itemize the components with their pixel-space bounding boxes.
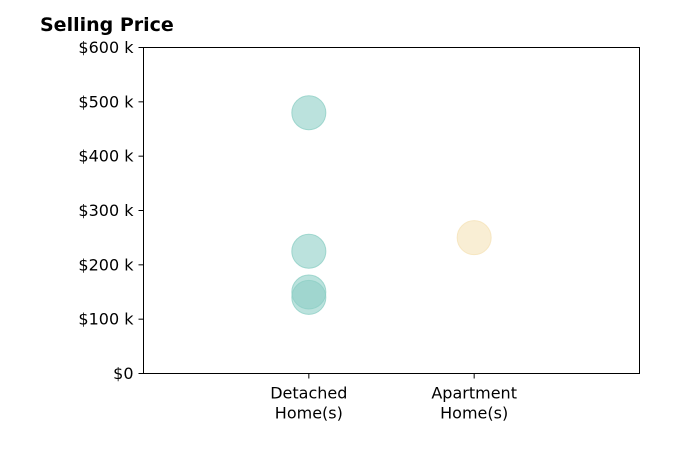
data-point [291, 95, 327, 131]
y-tick-label: $100 k [78, 310, 134, 329]
chart-title: Selling Price [40, 14, 174, 36]
data-point [456, 220, 492, 256]
y-tick-label: $600 k [78, 38, 134, 57]
x-tick-label: Apartment Home(s) [431, 384, 517, 423]
y-tick-label: $0 [113, 364, 133, 383]
data-point [291, 233, 327, 269]
y-axis: $0 $100 k $200 k $300 k $400 k $500 k $600 k [78, 38, 144, 383]
plot-frame [143, 47, 640, 374]
y-tick-label: $500 k [78, 92, 134, 111]
y-tick-label: $300 k [78, 201, 134, 220]
y-tick-label: $400 k [78, 147, 134, 166]
points-layer [291, 95, 492, 315]
y-tick-label: $200 k [78, 255, 134, 274]
x-tick-label: Detached Home(s) [270, 384, 347, 423]
data-point [291, 279, 327, 315]
x-axis: Detached Home(s) Apartment Home(s) [270, 373, 517, 423]
